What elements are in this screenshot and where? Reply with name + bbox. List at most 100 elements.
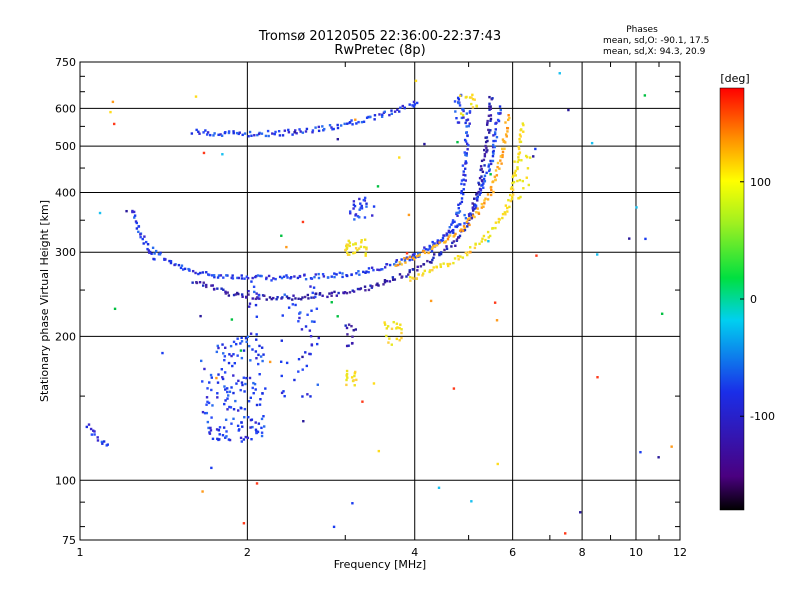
x-tick-label: 10 — [629, 546, 643, 559]
data-point — [245, 296, 248, 299]
data-point — [270, 297, 273, 301]
data-point — [139, 233, 142, 236]
data-point — [360, 207, 364, 210]
data-point — [297, 357, 301, 361]
y-axis-label: Stationary phase Virtual Height [km] — [38, 200, 51, 402]
data-point — [478, 193, 481, 196]
data-point — [491, 97, 494, 100]
data-point — [475, 211, 478, 214]
data-point — [427, 251, 430, 255]
data-point — [435, 266, 438, 269]
data-point — [256, 297, 260, 300]
data-point — [241, 133, 244, 137]
data-point — [219, 274, 223, 277]
data-point — [252, 381, 255, 385]
data-point — [352, 329, 355, 332]
data-point — [467, 213, 471, 216]
data-point — [423, 251, 427, 255]
data-point — [414, 256, 417, 259]
data-point — [232, 131, 235, 135]
data-point — [486, 230, 490, 234]
data-point — [439, 252, 443, 256]
data-point — [225, 274, 228, 277]
data-point — [408, 270, 411, 274]
data-point — [353, 384, 356, 387]
data-point — [139, 235, 142, 239]
data-point — [248, 130, 252, 134]
y-tick-label: 750 — [55, 56, 76, 69]
data-point — [240, 440, 244, 443]
data-point — [259, 355, 263, 358]
x-tick-label: 12 — [673, 546, 687, 559]
data-point — [381, 113, 384, 116]
data-point — [499, 112, 502, 115]
data-point — [242, 438, 246, 441]
data-point — [250, 437, 253, 441]
data-point — [483, 174, 487, 177]
data-point — [455, 211, 458, 215]
data-point — [504, 141, 507, 144]
data-point — [471, 106, 475, 109]
data-point — [361, 400, 364, 403]
data-point — [398, 156, 401, 159]
data-point — [263, 294, 266, 297]
data-point — [356, 215, 360, 218]
data-point — [232, 374, 235, 377]
data-point — [255, 274, 258, 278]
data-point — [511, 181, 514, 185]
data-point — [458, 104, 462, 107]
data-point — [501, 150, 505, 154]
plot-frame — [79, 61, 681, 541]
data-point — [513, 171, 516, 175]
data-point — [484, 197, 487, 200]
data-point — [345, 378, 348, 382]
data-point — [135, 227, 139, 230]
data-point — [247, 293, 250, 296]
data-point — [314, 126, 317, 129]
data-point — [525, 176, 528, 179]
data-point — [247, 344, 251, 348]
data-point — [342, 291, 346, 295]
data-point — [109, 110, 112, 114]
data-point — [476, 207, 479, 210]
data-point — [400, 331, 403, 335]
data-point — [489, 119, 492, 122]
data-point — [309, 395, 312, 398]
data-point — [487, 240, 490, 243]
data-point — [216, 344, 219, 348]
data-point — [353, 372, 357, 375]
data-point — [224, 436, 227, 439]
data-point — [506, 126, 509, 130]
data-point — [368, 115, 372, 119]
y-tick-label: 200 — [55, 330, 76, 343]
data-point — [465, 125, 468, 128]
data-point — [321, 273, 325, 276]
data-point — [243, 416, 246, 419]
data-point — [518, 137, 521, 141]
data-point — [260, 346, 264, 349]
data-point — [369, 284, 372, 287]
data-point — [330, 301, 333, 304]
data-point — [436, 239, 440, 242]
data-point — [147, 249, 150, 252]
data-point — [220, 287, 223, 290]
data-point — [345, 274, 349, 278]
data-point — [485, 123, 489, 126]
data-point — [291, 133, 294, 136]
data-point — [400, 258, 403, 261]
x-axis-label: Frequency [MHz] — [334, 558, 426, 571]
data-point — [254, 421, 257, 424]
data-point — [224, 131, 227, 134]
data-point — [398, 273, 402, 276]
data-point — [352, 200, 356, 203]
data-point — [465, 119, 468, 122]
data-point — [462, 188, 465, 191]
data-point — [430, 249, 434, 253]
data-point — [294, 297, 297, 300]
data-point — [134, 220, 138, 223]
data-point — [422, 250, 426, 253]
data-point — [519, 128, 523, 131]
data-point — [281, 314, 284, 317]
data-point — [456, 224, 459, 227]
